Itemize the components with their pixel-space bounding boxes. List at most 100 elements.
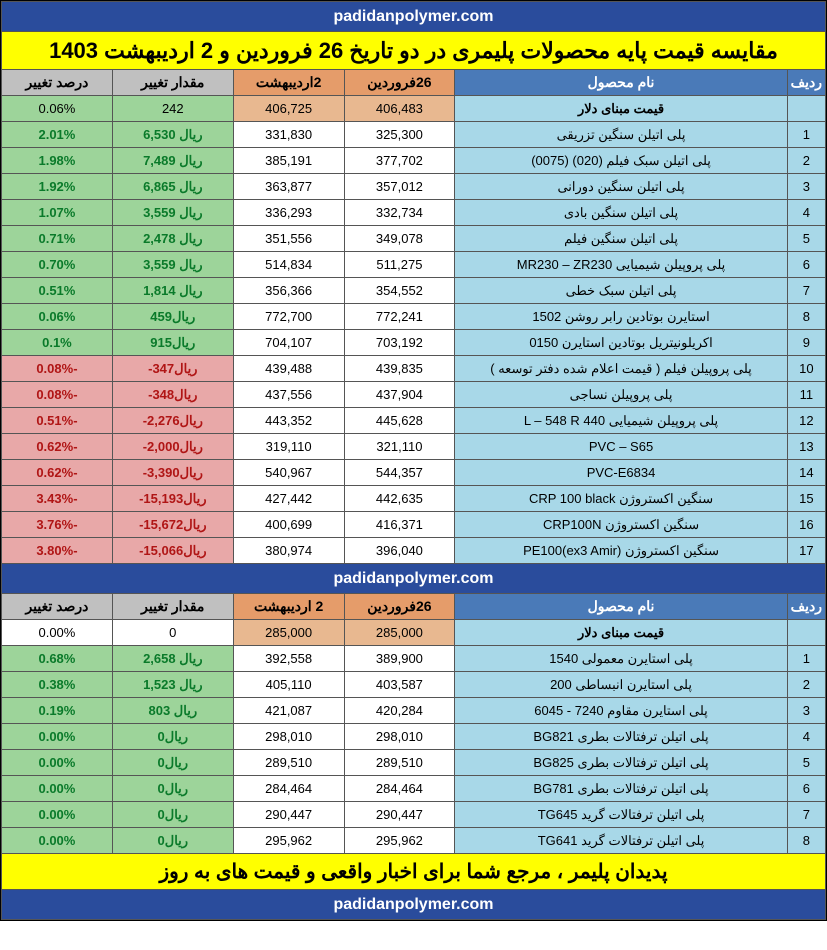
row-idx: 8: [787, 828, 825, 854]
row-name: پلی اتیلن سنگین دورانی: [455, 174, 787, 200]
row-d1: 544,357: [344, 460, 455, 486]
row-diff: ریال915: [112, 330, 233, 356]
row-d2: 363,877: [233, 174, 344, 200]
row-idx: 9: [787, 330, 825, 356]
table-row: 5پلی اتیلن سنگین فیلم349,078351,556ریال …: [2, 226, 826, 252]
row-pct: 0.51%: [2, 278, 113, 304]
row-d1: 325,300: [344, 122, 455, 148]
row-name: سنگین اکستروژن CRP100N: [455, 512, 787, 538]
row-name: پلی اتیلن ترفتالات بطری BG781: [455, 776, 787, 802]
row-name: PVC – S65: [455, 434, 787, 460]
row-diff: ریال2,276-: [112, 408, 233, 434]
row-idx: 6: [787, 252, 825, 278]
price-table-1: padidanpolymer.com مقایسه قیمت پایه محصو…: [1, 1, 826, 920]
table-title: مقایسه قیمت پایه محصولات پلیمری در دو تا…: [2, 32, 826, 70]
row-d2: 336,293: [233, 200, 344, 226]
row-pct: 1.92%: [2, 174, 113, 200]
table-row: 2پلی استایرن انبساطی 200403,587405,110ری…: [2, 672, 826, 698]
header-diff: مقدار تغییر: [112, 70, 233, 96]
row-idx: 8: [787, 304, 825, 330]
row-pct: 0.71%: [2, 226, 113, 252]
row-name: پلی اتیلن ترفتالات بطری BG825: [455, 750, 787, 776]
table-row: 5پلی اتیلن ترفتالات بطری BG825289,510289…: [2, 750, 826, 776]
row-d2: 319,110: [233, 434, 344, 460]
row-d2: 540,967: [233, 460, 344, 486]
header-date1-2: 26فروردین: [344, 594, 455, 620]
dollar-diff: 0: [112, 620, 233, 646]
row-d1: 377,702: [344, 148, 455, 174]
header-diff-2: مقدار تغییر: [112, 594, 233, 620]
row-pct: 1.07%: [2, 200, 113, 226]
row-d2: 421,087: [233, 698, 344, 724]
dollar-d2: 406,725: [233, 96, 344, 122]
row-d2: 400,699: [233, 512, 344, 538]
row-d2: 405,110: [233, 672, 344, 698]
table-row: 2پلی اتیلن سبک فیلم (020) (0075)377,7023…: [2, 148, 826, 174]
row-idx: 4: [787, 724, 825, 750]
row-d1: 416,371: [344, 512, 455, 538]
table-row: 6پلی پروپیلن شیمیایی MR230 – ZR230511,27…: [2, 252, 826, 278]
row-diff: ریال 2,478: [112, 226, 233, 252]
row-d2: 704,107: [233, 330, 344, 356]
table-row: 10پلی پروپیلن فیلم ( قیمت اعلام شده دفتر…: [2, 356, 826, 382]
row-pct: 0.38%: [2, 672, 113, 698]
row-d1: 349,078: [344, 226, 455, 252]
footer-row: پدیدان پلیمر ، مرجع شما برای اخبار واقعی…: [2, 854, 826, 890]
website-url-bottom: padidanpolymer.com: [2, 890, 826, 920]
dollar-row: قیمت مبنای دلار285,000285,00000.00%: [2, 620, 826, 646]
row-diff: ریال15,066-: [112, 538, 233, 564]
row-d2: 380,974: [233, 538, 344, 564]
row-idx: 2: [787, 148, 825, 174]
table-row: 4پلی اتیلن ترفتالات بطری BG821298,010298…: [2, 724, 826, 750]
row-d1: 772,241: [344, 304, 455, 330]
row-idx: 5: [787, 750, 825, 776]
row-name: پلی استایرن مقاوم 7240 - 6045: [455, 698, 787, 724]
row-diff: ریال347-: [112, 356, 233, 382]
row-d1: 442,635: [344, 486, 455, 512]
table-row: 16سنگین اکستروژن CRP100N416,371400,699ری…: [2, 512, 826, 538]
row-diff: ریال 3,559: [112, 200, 233, 226]
row-d2: 772,700: [233, 304, 344, 330]
dollar-pct: 0.00%: [2, 620, 113, 646]
row-idx: 3: [787, 174, 825, 200]
row-diff: ریال 1,523: [112, 672, 233, 698]
row-idx: 1: [787, 646, 825, 672]
table-row: 9اکریلونیتریل بوتادین استایرن 0150703,19…: [2, 330, 826, 356]
table-1-body: قیمت مبنای دلار406,483406,7252420.06%1پل…: [2, 96, 826, 564]
row-d1: 420,284: [344, 698, 455, 724]
row-d2: 284,464: [233, 776, 344, 802]
row-name: پلی استایرن انبساطی 200: [455, 672, 787, 698]
row-idx: 10: [787, 356, 825, 382]
row-diff: ریال 3,559: [112, 252, 233, 278]
row-diff: ریال0: [112, 750, 233, 776]
row-pct: -3.43%: [2, 486, 113, 512]
row-diff: ریال 2,658: [112, 646, 233, 672]
row-pct: 0.00%: [2, 724, 113, 750]
row-diff: ریال 6,530: [112, 122, 233, 148]
row-idx: 7: [787, 278, 825, 304]
row-name: اکریلونیتریل بوتادین استایرن 0150: [455, 330, 787, 356]
row-pct: 0.00%: [2, 776, 113, 802]
row-pct: 0.1%: [2, 330, 113, 356]
table-row: 1پلی اتیلن سنگین تزریقی325,300331,830ریا…: [2, 122, 826, 148]
table-row: 7پلی اتیلن سبک خطی354,552356,366ریال 1,8…: [2, 278, 826, 304]
row-name: پلی پروپیلن شیمیایی 440 L – 548 R: [455, 408, 787, 434]
header-idx: ردیف: [787, 70, 825, 96]
row-d2: 289,510: [233, 750, 344, 776]
dollar-d1: 285,000: [344, 620, 455, 646]
row-idx: 13: [787, 434, 825, 460]
dollar-d2: 285,000: [233, 620, 344, 646]
row-pct: -0.62%: [2, 434, 113, 460]
title-row: مقایسه قیمت پایه محصولات پلیمری در دو تا…: [2, 32, 826, 70]
row-d1: 284,464: [344, 776, 455, 802]
row-diff: ریال15,672-: [112, 512, 233, 538]
dollar-d1: 406,483: [344, 96, 455, 122]
dollar-diff: 242: [112, 96, 233, 122]
row-name: پلی پروپیلن نساجی: [455, 382, 787, 408]
url-row-bottom: padidanpolymer.com: [2, 890, 826, 920]
row-diff: ریال15,193-: [112, 486, 233, 512]
row-diff: ریال 803: [112, 698, 233, 724]
row-d2: 295,962: [233, 828, 344, 854]
website-url: padidanpolymer.com: [2, 2, 826, 32]
row-d2: 356,366: [233, 278, 344, 304]
